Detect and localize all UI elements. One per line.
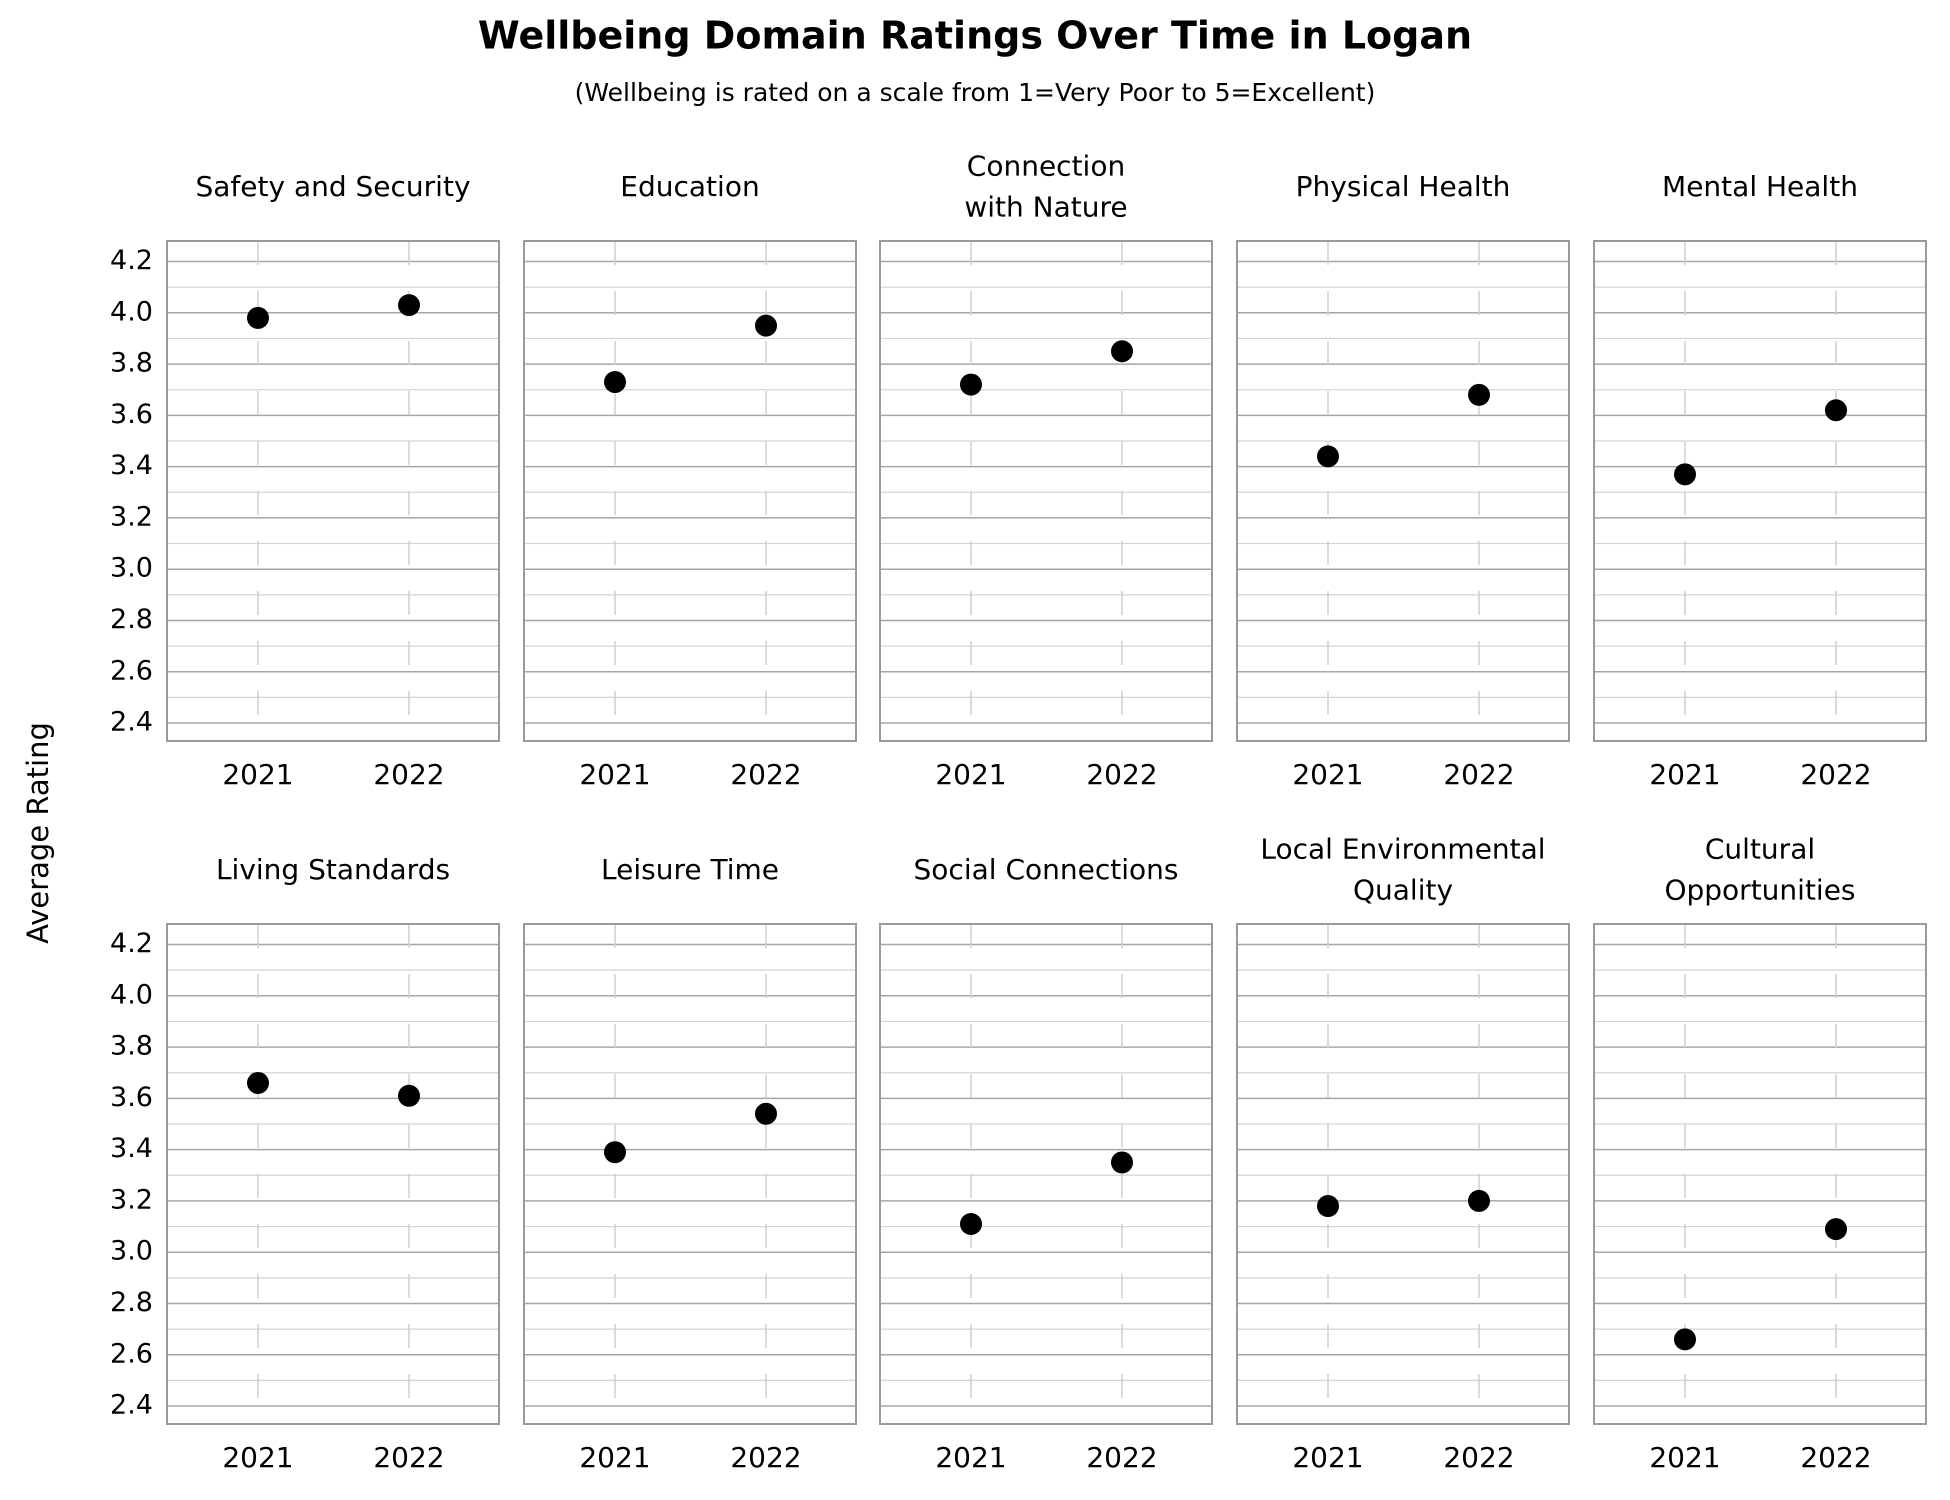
y-tick-label: 3.8: [110, 1031, 153, 1062]
panel-frame: [523, 240, 857, 742]
point: [247, 306, 269, 329]
x-tick-label: 2021: [1649, 758, 1720, 791]
x-tick-label: 2021: [222, 758, 293, 791]
x-tick-label: 2022: [730, 1441, 801, 1474]
x-tick-label: 2022: [1086, 758, 1157, 791]
y-tick-label: 4.0: [110, 979, 153, 1010]
y-tick-label: 3.8: [110, 348, 153, 379]
x-tick-label: 2022: [730, 758, 801, 791]
x-tick-label: 2021: [935, 758, 1006, 791]
panel-title: Safety and Security: [195, 170, 470, 203]
point: [604, 371, 626, 394]
y-tick-label: 3.2: [110, 1184, 153, 1215]
y-tick-label: 2.8: [110, 1287, 153, 1318]
x-tick-label: 2022: [1443, 758, 1514, 791]
y-tick-label: 2.4: [110, 707, 153, 738]
point: [1317, 1195, 1339, 1218]
x-tick-label: 2021: [579, 1441, 650, 1474]
y-tick-label: 4.0: [110, 296, 153, 327]
point: [1825, 1218, 1847, 1241]
panel-title: Physical Health: [1296, 170, 1511, 203]
y-tick-label: 3.4: [110, 450, 153, 481]
panel-frame: [1593, 923, 1927, 1425]
panel-frame: [166, 240, 500, 742]
y-tick-label: 3.0: [110, 553, 153, 584]
panel-title: Local Environmental: [1260, 833, 1545, 866]
y-axis-label: Average Rating: [21, 722, 55, 944]
panel-frame: [523, 923, 857, 1425]
point: [1468, 1189, 1490, 1212]
point: [755, 314, 777, 337]
x-tick-label: 2021: [1292, 758, 1363, 791]
panel-frame: [166, 923, 500, 1425]
y-tick-label: 4.2: [110, 928, 153, 959]
panel-title: Opportunities: [1664, 874, 1855, 907]
x-tick-label: 2022: [373, 758, 444, 791]
y-tick-label: 3.4: [110, 1133, 153, 1164]
panel-title: Education: [620, 170, 759, 203]
point: [604, 1141, 626, 1164]
point: [398, 294, 420, 317]
x-tick-label: 2022: [373, 1441, 444, 1474]
x-tick-label: 2022: [1800, 758, 1871, 791]
x-tick-label: 2021: [1649, 1441, 1720, 1474]
panel-title: Living Standards: [216, 853, 450, 886]
point: [960, 373, 982, 396]
y-tick-label: 3.6: [110, 399, 153, 430]
chart-subtitle: (Wellbeing is rated on a scale from 1=Ve…: [575, 78, 1376, 107]
point: [755, 1102, 777, 1125]
y-tick-label: 3.2: [110, 501, 153, 532]
x-tick-label: 2022: [1443, 1441, 1514, 1474]
panel-frame: [879, 240, 1213, 742]
x-tick-label: 2022: [1800, 1441, 1871, 1474]
panel-title: Leisure Time: [601, 853, 779, 886]
x-tick-label: 2022: [1086, 1441, 1157, 1474]
point: [1317, 445, 1339, 468]
x-tick-label: 2021: [935, 1441, 1006, 1474]
chart-title: Wellbeing Domain Ratings Over Time in Lo…: [478, 14, 1472, 58]
panel-title: Cultural: [1705, 833, 1815, 866]
point: [247, 1071, 269, 1094]
panel-frame: [1236, 923, 1570, 1425]
x-tick-label: 2021: [222, 1441, 293, 1474]
y-tick-label: 2.8: [110, 604, 153, 635]
point: [1825, 399, 1847, 422]
y-tick-label: 2.6: [110, 655, 153, 686]
panel-frame: [1593, 240, 1927, 742]
x-tick-label: 2021: [1292, 1441, 1363, 1474]
panel-title: Mental Health: [1662, 170, 1858, 203]
point: [1674, 463, 1696, 486]
y-tick-label: 2.4: [110, 1390, 153, 1421]
x-tick-label: 2021: [579, 758, 650, 791]
point: [1674, 1328, 1696, 1351]
point: [1111, 340, 1133, 363]
point: [398, 1084, 420, 1107]
panel-title: with Nature: [964, 191, 1127, 224]
y-tick-label: 4.2: [110, 245, 153, 276]
panel-frame: [1236, 240, 1570, 742]
panel-title: Social Connections: [914, 853, 1179, 886]
y-tick-label: 3.0: [110, 1236, 153, 1267]
point: [960, 1213, 982, 1235]
y-tick-label: 3.6: [110, 1082, 153, 1113]
panel-title: Connection: [967, 150, 1125, 183]
point: [1468, 383, 1490, 406]
y-tick-label: 2.6: [110, 1338, 153, 1369]
panel-frame: [879, 923, 1213, 1425]
point: [1111, 1151, 1133, 1174]
panel-title: Quality: [1353, 874, 1453, 907]
